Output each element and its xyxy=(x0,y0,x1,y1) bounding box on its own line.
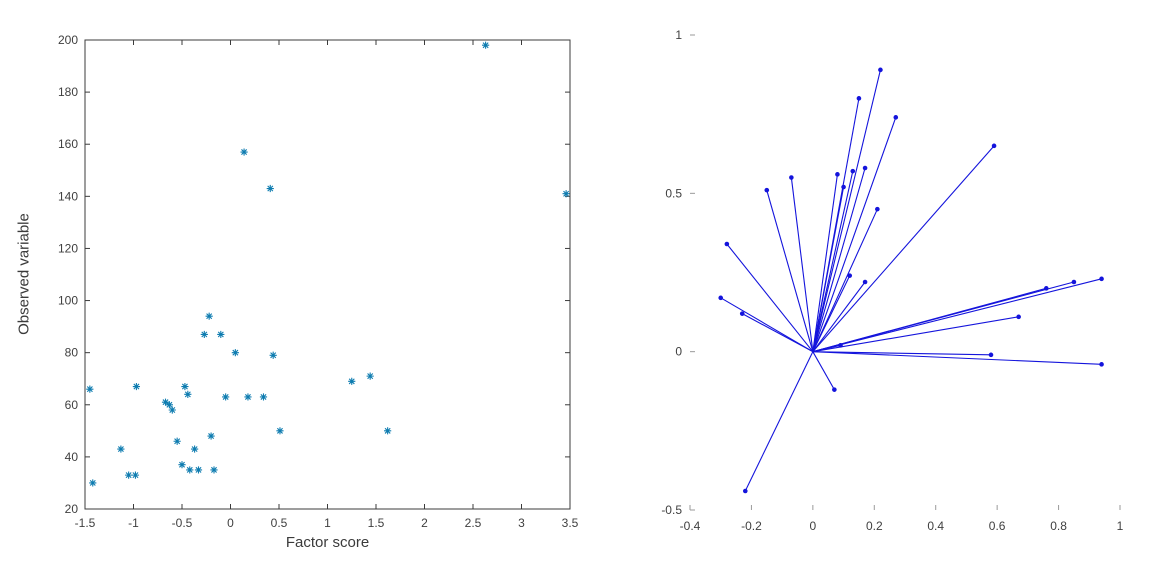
svg-text:1.5: 1.5 xyxy=(368,516,385,530)
svg-text:100: 100 xyxy=(58,294,78,308)
svg-text:-0.4: -0.4 xyxy=(680,519,701,533)
svg-text:120: 120 xyxy=(58,241,78,255)
svg-text:0: 0 xyxy=(810,519,817,533)
svg-text:2: 2 xyxy=(421,516,428,530)
svg-text:160: 160 xyxy=(58,137,78,151)
svg-text:20: 20 xyxy=(65,502,79,516)
svg-text:80: 80 xyxy=(65,346,79,360)
svg-text:60: 60 xyxy=(65,398,79,412)
svg-text:0.6: 0.6 xyxy=(989,519,1006,533)
svg-text:3.5: 3.5 xyxy=(562,516,579,530)
svg-text:40: 40 xyxy=(65,450,79,464)
svg-text:140: 140 xyxy=(58,189,78,203)
svg-text:0.5: 0.5 xyxy=(665,186,682,200)
svg-text:0: 0 xyxy=(675,345,682,359)
svg-text:200: 200 xyxy=(58,33,78,47)
svg-text:-1: -1 xyxy=(128,516,139,530)
svg-text:0.2: 0.2 xyxy=(866,519,883,533)
svg-text:3: 3 xyxy=(518,516,525,530)
svg-text:1: 1 xyxy=(1117,519,1124,533)
svg-text:-0.2: -0.2 xyxy=(741,519,762,533)
x-axis-label: Factor score xyxy=(285,534,370,551)
svg-text:180: 180 xyxy=(58,85,78,99)
svg-text:0.4: 0.4 xyxy=(927,519,944,533)
svg-text:-1.5: -1.5 xyxy=(75,516,96,530)
svg-text:0.8: 0.8 xyxy=(1050,519,1067,533)
svg-text:0.5: 0.5 xyxy=(271,516,288,530)
svg-text:1: 1 xyxy=(675,28,682,42)
loadings-biplot-plot: -0.4 -0.2 0 0.2 0.4 0.6 0.8 1 -0.5 0 0.5 1 xyxy=(661,28,1124,533)
svg-text:0: 0 xyxy=(227,516,234,530)
svg-text:2.5: 2.5 xyxy=(465,516,482,530)
factor-score-scatter-plot: -1.5 -1 -0.5 0 0.5 1 1.5 2 2.5 3 3.5 20 40 60 80 100 120… xyxy=(58,33,579,530)
svg-text:-0.5: -0.5 xyxy=(661,503,682,517)
svg-text:1: 1 xyxy=(324,516,331,530)
y-axis-label: Observed variable xyxy=(15,213,33,335)
svg-text:-0.5: -0.5 xyxy=(172,516,193,530)
